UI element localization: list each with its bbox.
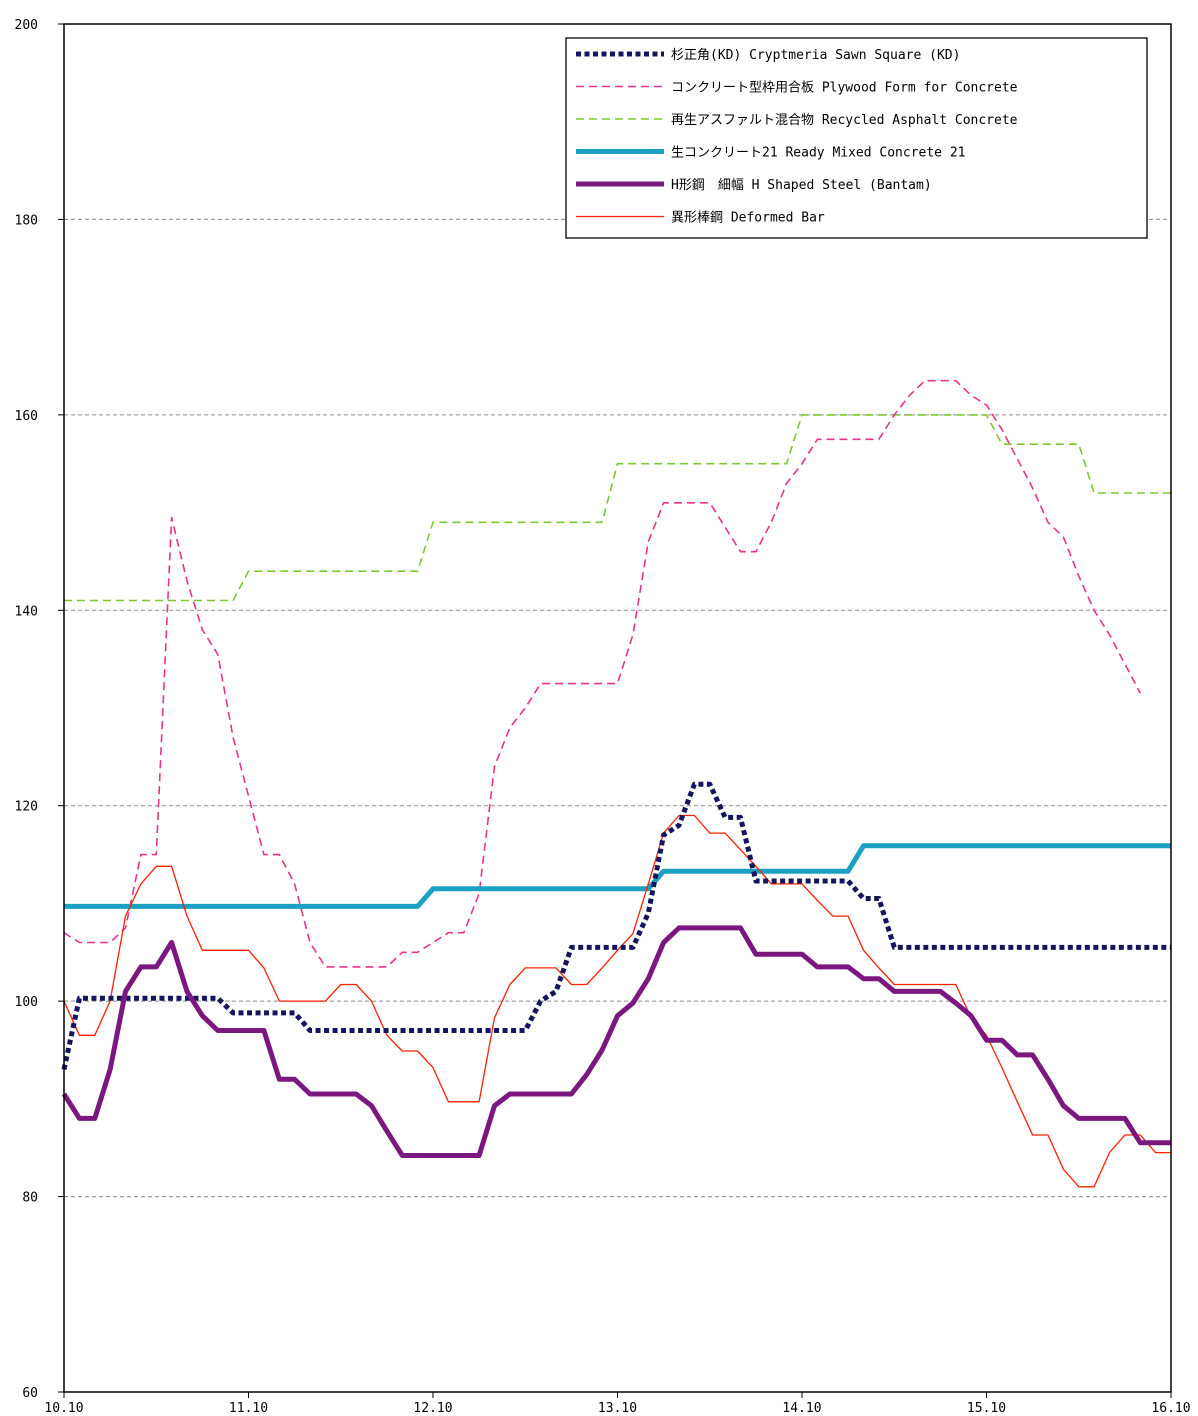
x-tick-label: 12.10 xyxy=(413,1401,452,1416)
y-axis-ticks: 60 80 100 120 140 160 180 200 xyxy=(15,18,64,1401)
x-tick-label: 10.10 xyxy=(44,1401,83,1416)
x-tick-label: 11.10 xyxy=(229,1401,268,1416)
x-tick-label: 16.10 xyxy=(1151,1401,1190,1416)
series-lines xyxy=(61,379,1171,1188)
legend-label-4: H形鋼 細幅 H Shaped Steel (Bantam) xyxy=(671,178,932,193)
series-line-0 xyxy=(61,781,1171,1071)
y-tick-label: 60 xyxy=(22,1386,38,1401)
legend: 杉正角(KD) Cryptmeria Sawn Square (KD) コンクリー… xyxy=(565,37,1148,239)
series-line-4 xyxy=(61,925,1171,1158)
y-tick-label: 100 xyxy=(15,995,38,1010)
y-tick-label: 160 xyxy=(15,409,38,424)
legend-label-2: 再生アスファルト混合物 Recycled Asphalt Concrete xyxy=(671,113,1018,128)
y-tick-label: 180 xyxy=(15,213,38,228)
y-tick-label: 120 xyxy=(15,800,38,815)
legend-label-3: 生コンクリート21 Ready Mixed Concrete 21 xyxy=(671,146,966,161)
legend-box xyxy=(565,37,1148,239)
legend-label-5: 異形棒鋼 Deformed Bar xyxy=(671,211,825,226)
legend-label-1: コンクリート型枠用合板 Plywood Form for Concrete xyxy=(671,81,1018,96)
legend-label-0: 杉正角(KD) Cryptmeria Sawn Square (KD) xyxy=(671,48,960,63)
y-tick-label: 80 xyxy=(22,1191,38,1206)
y-tick-label: 200 xyxy=(15,18,38,33)
x-tick-label: 14.10 xyxy=(782,1401,821,1416)
series-line-5 xyxy=(63,814,1171,1188)
series-line-3 xyxy=(64,843,1171,909)
series-line-2 xyxy=(64,414,1171,602)
x-tick-label: 13.10 xyxy=(598,1401,637,1416)
x-tick-label: 15.10 xyxy=(967,1401,1006,1416)
x-axis-ticks: 10.10 11.10 12.10 13.10 14.10 15.10 16.10 xyxy=(44,1392,1191,1416)
y-tick-label: 140 xyxy=(15,604,38,619)
series-line-1 xyxy=(63,379,1142,968)
grid-lines xyxy=(64,218,1171,1198)
